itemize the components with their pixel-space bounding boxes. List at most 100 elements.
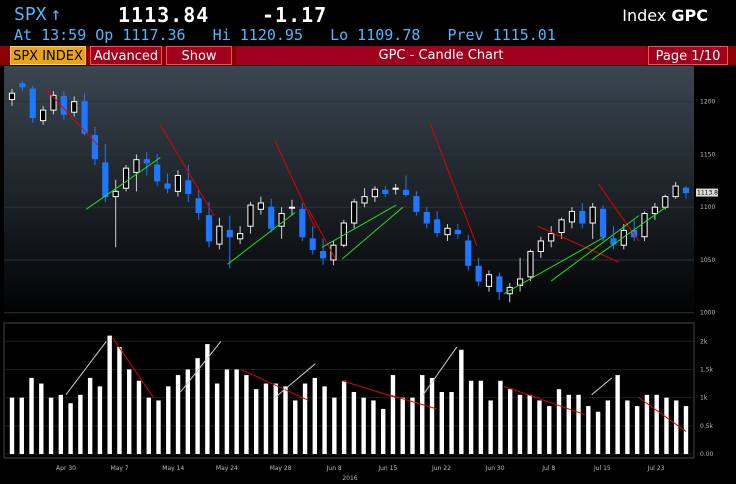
volume-downtrend-line bbox=[342, 380, 397, 399]
volume-bar bbox=[547, 406, 552, 454]
x-tick-label: Jun 30 bbox=[485, 465, 505, 472]
volume-uptrend-line bbox=[422, 346, 458, 396]
volume-bar bbox=[390, 375, 396, 454]
down-candle bbox=[579, 210, 586, 224]
down-candle bbox=[465, 240, 472, 266]
down-candle bbox=[402, 189, 410, 196]
price-tick-label: 1050 bbox=[700, 257, 715, 264]
volume-bar bbox=[166, 386, 171, 454]
volume-bar bbox=[586, 406, 591, 454]
x-tick-label: Jul 15 bbox=[593, 465, 611, 472]
volume-uptrend-line bbox=[591, 377, 613, 396]
volume-bar bbox=[615, 375, 620, 454]
volume-bar bbox=[556, 389, 562, 454]
volume-bar bbox=[146, 397, 151, 454]
down-candle bbox=[195, 198, 202, 213]
down-candle bbox=[599, 208, 607, 238]
x-tick-label: Jul 23 bbox=[647, 465, 665, 472]
up-candle bbox=[371, 188, 379, 198]
ticker-symbol[interactable]: SPX ↑ bbox=[14, 4, 61, 25]
down-candle bbox=[299, 208, 306, 238]
up-candle bbox=[485, 274, 493, 287]
down-candle bbox=[29, 88, 36, 118]
volume-bar bbox=[293, 400, 298, 454]
page-indicator[interactable]: Page 1/10 bbox=[648, 46, 728, 65]
x-tick-label: Jun 22 bbox=[431, 465, 451, 472]
up-candle bbox=[517, 278, 524, 286]
up-candle bbox=[71, 101, 78, 113]
volume-bar bbox=[263, 383, 269, 454]
volume-bar bbox=[224, 369, 230, 454]
advanced-button[interactable]: Advanced bbox=[90, 46, 162, 65]
x-tick-label: Jun 8 bbox=[326, 465, 342, 472]
volume-tick-label: 1.5k bbox=[700, 366, 714, 373]
up-candle bbox=[620, 229, 627, 246]
volume-bar bbox=[507, 389, 513, 454]
x-tick-label: May 28 bbox=[270, 465, 292, 472]
up-candle bbox=[568, 210, 576, 223]
x-tick-label: Jul 8 bbox=[541, 465, 555, 472]
volume-uptrend-line bbox=[180, 340, 222, 393]
ticker-label: SPX bbox=[14, 4, 47, 25]
volume-bar bbox=[576, 394, 581, 454]
down-candle bbox=[434, 219, 441, 234]
downtrend-line bbox=[308, 209, 336, 260]
volume-bar bbox=[29, 377, 34, 454]
volume-bar bbox=[605, 400, 611, 454]
volume-bar bbox=[254, 389, 259, 454]
x-tick-label: Jun 15 bbox=[377, 465, 397, 472]
security-button[interactable]: SPX INDEX bbox=[10, 46, 86, 65]
downtrend-line bbox=[274, 140, 316, 229]
volume-downtrend-line bbox=[503, 385, 586, 416]
volume-bar bbox=[468, 380, 474, 454]
down-candle bbox=[60, 95, 67, 115]
down-candle bbox=[205, 215, 213, 242]
down-candle bbox=[143, 159, 150, 164]
up-candle bbox=[589, 206, 596, 224]
x-tick-label: May 14 bbox=[162, 465, 184, 472]
price-tick-label: 1200 bbox=[700, 99, 715, 106]
volume-bar bbox=[595, 411, 601, 454]
up-arrow-icon: ↑ bbox=[50, 4, 62, 25]
volume-bar bbox=[244, 375, 249, 454]
x-tick-label: May 24 bbox=[216, 465, 238, 472]
volume-bar bbox=[78, 394, 83, 454]
quote-info-line: At 13:59 Op 1117.36 Hi 1120.95 Lo 1109.7… bbox=[14, 26, 556, 44]
volume-bar bbox=[498, 380, 503, 454]
volume-bar bbox=[566, 394, 571, 454]
volume-bar bbox=[214, 383, 220, 454]
volume-tick-label: 2k bbox=[700, 338, 708, 345]
volume-bar bbox=[410, 397, 415, 454]
show-button[interactable]: Show bbox=[166, 46, 232, 65]
volume-bar bbox=[322, 386, 327, 454]
up-candle bbox=[662, 196, 669, 208]
volume-bar bbox=[156, 400, 161, 454]
up-candle bbox=[548, 233, 555, 242]
up-candle bbox=[641, 213, 648, 238]
down-candle bbox=[454, 229, 461, 235]
volume-bar bbox=[19, 397, 24, 454]
volume-bar bbox=[488, 400, 493, 454]
volume-bar bbox=[58, 394, 64, 454]
up-candle bbox=[237, 233, 244, 240]
volume-bar bbox=[185, 369, 191, 454]
x-tick-label: Apr 30 bbox=[56, 465, 76, 472]
volume-bar bbox=[517, 394, 523, 454]
year-label: 2016 bbox=[342, 475, 357, 482]
down-candle bbox=[81, 101, 88, 134]
volume-bar bbox=[634, 406, 640, 454]
price-change: -1.17 bbox=[262, 3, 328, 27]
volume-downtrend-line bbox=[112, 338, 154, 398]
volume-bar bbox=[302, 383, 308, 454]
index-indicator: Index GPC bbox=[622, 6, 708, 25]
up-candle bbox=[122, 167, 130, 189]
down-candle bbox=[164, 183, 171, 189]
volume-uptrend-line bbox=[65, 340, 107, 396]
volume-bar bbox=[400, 397, 405, 454]
volume-bar bbox=[341, 380, 347, 454]
volume-bar bbox=[283, 386, 288, 454]
down-candle bbox=[413, 196, 420, 212]
volume-tick-label: 0.00 bbox=[700, 451, 714, 458]
up-candle bbox=[527, 251, 534, 278]
